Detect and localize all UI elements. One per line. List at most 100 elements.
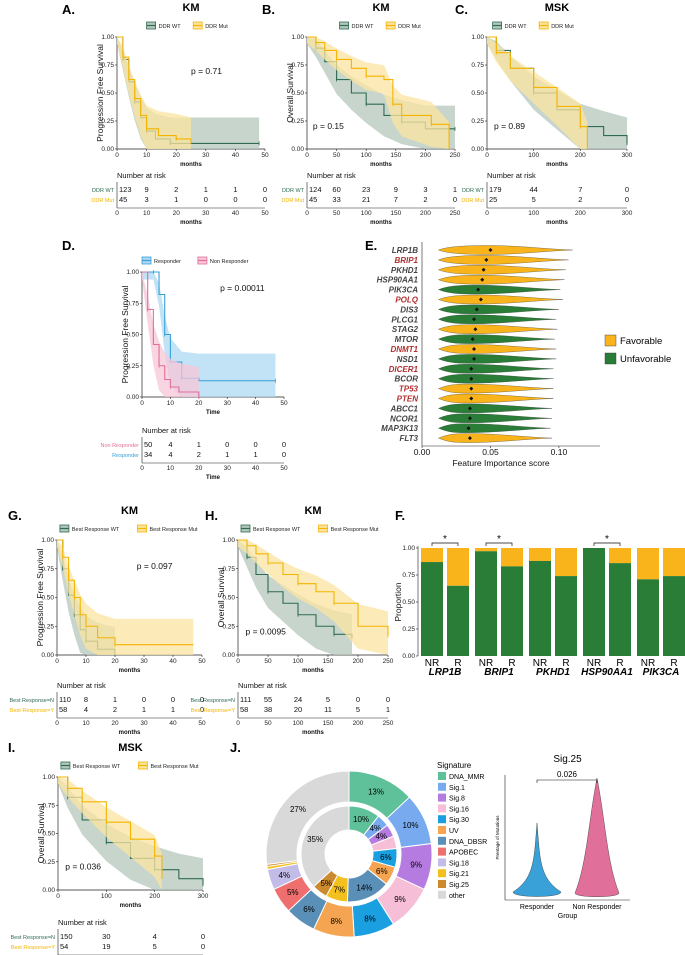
risk-x-tick-label: 100 — [528, 210, 539, 217]
legend-entry: Best Response Mut — [331, 527, 379, 533]
risk-value: 0 — [282, 440, 286, 449]
legend-entry: Non Responder — [210, 259, 249, 265]
km-curve-1 — [57, 539, 194, 646]
bar-label: NR — [479, 658, 493, 669]
risk-x-label: months — [370, 220, 392, 226]
gene-label: PTEN — [397, 395, 419, 404]
risk-title: Number at risk — [307, 171, 356, 180]
legend-key — [438, 793, 446, 802]
risk-value: 33 — [332, 195, 340, 204]
x-tick-label: 0 — [56, 893, 60, 900]
risk-value: 7 — [394, 195, 398, 204]
risk-value: 25 — [489, 195, 497, 204]
risk-x-tick-label: 250 — [383, 720, 394, 727]
risk-x-tick-label: 300 — [622, 210, 633, 217]
p-value: p = 0.00011 — [220, 283, 265, 293]
gene-label: PIK3CA — [389, 286, 419, 295]
risk-title: Number at risk — [238, 681, 287, 690]
risk-value: 5 — [326, 695, 330, 704]
risk-value: 1 — [113, 695, 117, 704]
panel-D: D. Responder Non Responder 0.00 0.25 0.50 0.75… — [62, 238, 288, 481]
violin-PKHD1 — [438, 265, 566, 275]
risk-value: 124 — [309, 185, 322, 194]
risk-value: 45 — [119, 195, 127, 204]
risk-row-label: Best Response=N — [191, 698, 236, 704]
legend-entry: DDR Mut — [398, 24, 421, 30]
risk-row-label: DDR WT — [92, 188, 115, 194]
y-tick-label: 1.00 — [126, 269, 139, 276]
risk-x-tick-label: 50 — [264, 720, 272, 727]
risk-value: 11 — [324, 705, 332, 714]
legend: Responder Non Responder — [141, 256, 249, 265]
risk-value: 0 — [263, 185, 267, 194]
x-tick-label: 50 — [261, 152, 269, 159]
legend-entry: APOBEC — [449, 850, 478, 857]
violin-TP53 — [438, 383, 554, 394]
x-tick-label: 50 — [198, 658, 206, 665]
gene-label: PIK3CA — [643, 667, 680, 678]
legend-entry: Best Response WT — [253, 527, 301, 533]
y-tick-label: 0.75 — [41, 566, 54, 573]
risk-value: 1 — [171, 705, 175, 714]
risk-value: 110 — [59, 695, 71, 704]
risk-row-label: DDR Mut — [281, 198, 304, 204]
sig-star: * — [497, 534, 501, 545]
inner-ring-label: 14% — [356, 884, 372, 893]
violin-DIS3 — [438, 304, 559, 315]
inner-ring-label: 6% — [380, 853, 392, 862]
risk-x-label: months — [546, 220, 568, 226]
violin-PIK3CA — [438, 284, 561, 295]
risk-value: 4 — [168, 450, 172, 459]
x-tick-label: 0 — [140, 400, 144, 407]
panel-title: KM — [372, 2, 389, 14]
legend-entry: Favorable — [620, 336, 662, 347]
ci-band-1 — [142, 272, 199, 397]
x-axis-label: months — [120, 903, 142, 909]
y-tick-label: 0.00 — [222, 652, 235, 659]
risk-x-label: Time — [206, 475, 221, 481]
x-tick-label: 0.05 — [482, 447, 499, 457]
risk-x-tick-label: 10 — [167, 465, 175, 472]
risk-value: 23 — [362, 185, 370, 194]
gene-label: LRP1B — [392, 246, 418, 255]
x-tick-label: 250 — [450, 152, 461, 159]
risk-title: Number at risk — [58, 918, 107, 927]
p-value: p = 0.71 — [191, 66, 222, 76]
violin-PTEN — [438, 393, 554, 404]
x-tick-label: 0 — [236, 658, 240, 665]
y-tick-label: 0.50 — [126, 332, 139, 339]
panel-label: F. — [395, 508, 405, 523]
y-tick-label: 1.00 — [471, 34, 484, 41]
sig-bracket — [593, 542, 621, 546]
risk-x-label: months — [180, 220, 202, 226]
bar-label: NR — [425, 658, 439, 669]
risk-value: 0 — [282, 450, 286, 459]
x-axis-label: months — [119, 668, 141, 674]
gene-label: DICER1 — [389, 365, 419, 374]
y-tick-label: 0.75 — [222, 566, 235, 573]
panel-H: H. KM Best Response WT Best Response Mut 0.0… — [191, 505, 394, 736]
x-tick-label: 40 — [252, 400, 260, 407]
y-tick-label: 0.25 — [42, 859, 55, 866]
x-tick-label: 30 — [202, 152, 210, 159]
risk-row-label: DDR WT — [462, 188, 485, 194]
p-value: p = 0.036 — [65, 862, 101, 872]
violin-group-label: Responder — [520, 904, 555, 911]
risk-value: 4 — [84, 705, 88, 714]
ci-band-1 — [117, 37, 191, 149]
y-tick-label: 0.75 — [42, 802, 55, 809]
mean-marker — [473, 327, 478, 332]
x-tick-label: 300 — [622, 152, 633, 159]
bar-unfavorable — [583, 548, 605, 656]
gene-label: BCOR — [394, 375, 418, 384]
bar-label: NR — [533, 658, 547, 669]
risk-value: 0 — [204, 195, 208, 204]
y-tick-label: 1.00 — [42, 774, 55, 781]
inner-ring-label: 7% — [334, 886, 346, 895]
legend-key — [438, 847, 446, 856]
y-tick-label: 1.00 — [222, 537, 235, 544]
inner-ring-slice — [300, 805, 350, 888]
bar-favorable — [421, 548, 443, 563]
y-tick-label: 0.50 — [222, 595, 235, 602]
